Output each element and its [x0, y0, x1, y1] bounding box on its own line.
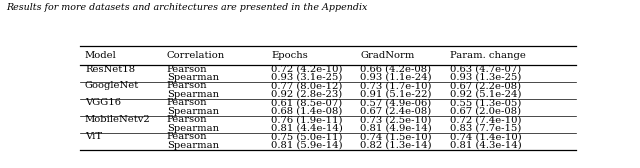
Text: Spearman: Spearman	[167, 90, 219, 99]
Text: ResNet18: ResNet18	[85, 65, 135, 74]
Text: 0.76 (1.9e-11): 0.76 (1.9e-11)	[271, 115, 342, 124]
Text: 0.81 (4.4e-14): 0.81 (4.4e-14)	[271, 124, 343, 133]
Text: 0.93 (1.3e-25): 0.93 (1.3e-25)	[449, 73, 521, 82]
Text: 0.93 (3.1e-25): 0.93 (3.1e-25)	[271, 73, 342, 82]
Text: 0.74 (1.5e-10): 0.74 (1.5e-10)	[360, 132, 432, 141]
Text: VGG16: VGG16	[85, 98, 121, 107]
Text: 0.68 (1.4e-08): 0.68 (1.4e-08)	[271, 107, 342, 116]
Text: 0.72 (7.4e-10): 0.72 (7.4e-10)	[449, 115, 521, 124]
Text: 0.66 (4.2e-08): 0.66 (4.2e-08)	[360, 65, 431, 74]
Text: Results for more datasets and architectures are presented in the Appendix: Results for more datasets and architectu…	[6, 3, 368, 12]
Text: Epochs: Epochs	[271, 51, 308, 60]
Text: Spearman: Spearman	[167, 107, 219, 116]
Text: 0.75 (5.0e-11): 0.75 (5.0e-11)	[271, 132, 342, 141]
Text: Pearson: Pearson	[167, 98, 207, 107]
Text: 0.77 (8.0e-12): 0.77 (8.0e-12)	[271, 81, 342, 91]
Text: Pearson: Pearson	[167, 65, 207, 74]
Text: 0.63 (4.7e-07): 0.63 (4.7e-07)	[449, 65, 521, 74]
Text: Pearson: Pearson	[167, 81, 207, 91]
Text: Pearson: Pearson	[167, 115, 207, 124]
Text: 0.82 (1.3e-14): 0.82 (1.3e-14)	[360, 141, 432, 150]
Text: Param. change: Param. change	[449, 51, 525, 60]
Text: 0.67 (2.4e-08): 0.67 (2.4e-08)	[360, 107, 431, 116]
Text: 0.83 (7.7e-15): 0.83 (7.7e-15)	[449, 124, 521, 133]
Text: 0.55 (1.3e-05): 0.55 (1.3e-05)	[449, 98, 521, 107]
Text: Spearman: Spearman	[167, 124, 219, 133]
Text: 0.73 (1.7e-10): 0.73 (1.7e-10)	[360, 81, 432, 91]
Text: Correlation: Correlation	[167, 51, 225, 60]
Text: 0.81 (5.9e-14): 0.81 (5.9e-14)	[271, 141, 342, 150]
Text: Pearson: Pearson	[167, 132, 207, 141]
Text: 0.67 (2.0e-08): 0.67 (2.0e-08)	[449, 107, 521, 116]
Text: 0.73 (2.5e-10): 0.73 (2.5e-10)	[360, 115, 431, 124]
Text: GradNorm: GradNorm	[360, 51, 415, 60]
Text: Model: Model	[85, 51, 116, 60]
Text: 0.91 (5.1e-22): 0.91 (5.1e-22)	[360, 90, 432, 99]
Text: 0.74 (1.4e-10): 0.74 (1.4e-10)	[449, 132, 521, 141]
Text: 0.61 (8.5e-07): 0.61 (8.5e-07)	[271, 98, 342, 107]
Text: Spearman: Spearman	[167, 73, 219, 82]
Text: GoogleNet: GoogleNet	[85, 81, 140, 91]
Text: 0.81 (4.9e-14): 0.81 (4.9e-14)	[360, 124, 432, 133]
Text: MobileNetv2: MobileNetv2	[85, 115, 150, 124]
Text: 0.57 (4.9e-06): 0.57 (4.9e-06)	[360, 98, 431, 107]
Text: 0.93 (1.1e-24): 0.93 (1.1e-24)	[360, 73, 432, 82]
Text: ViT: ViT	[85, 132, 102, 141]
Text: 0.81 (4.3e-14): 0.81 (4.3e-14)	[449, 141, 521, 150]
Text: 0.92 (5.1e-24): 0.92 (5.1e-24)	[449, 90, 521, 99]
Text: Spearman: Spearman	[167, 141, 219, 150]
Text: 0.92 (2.8e-23): 0.92 (2.8e-23)	[271, 90, 342, 99]
Text: 0.67 (2.2e-08): 0.67 (2.2e-08)	[449, 81, 521, 91]
Text: 0.72 (4.2e-10): 0.72 (4.2e-10)	[271, 65, 342, 74]
